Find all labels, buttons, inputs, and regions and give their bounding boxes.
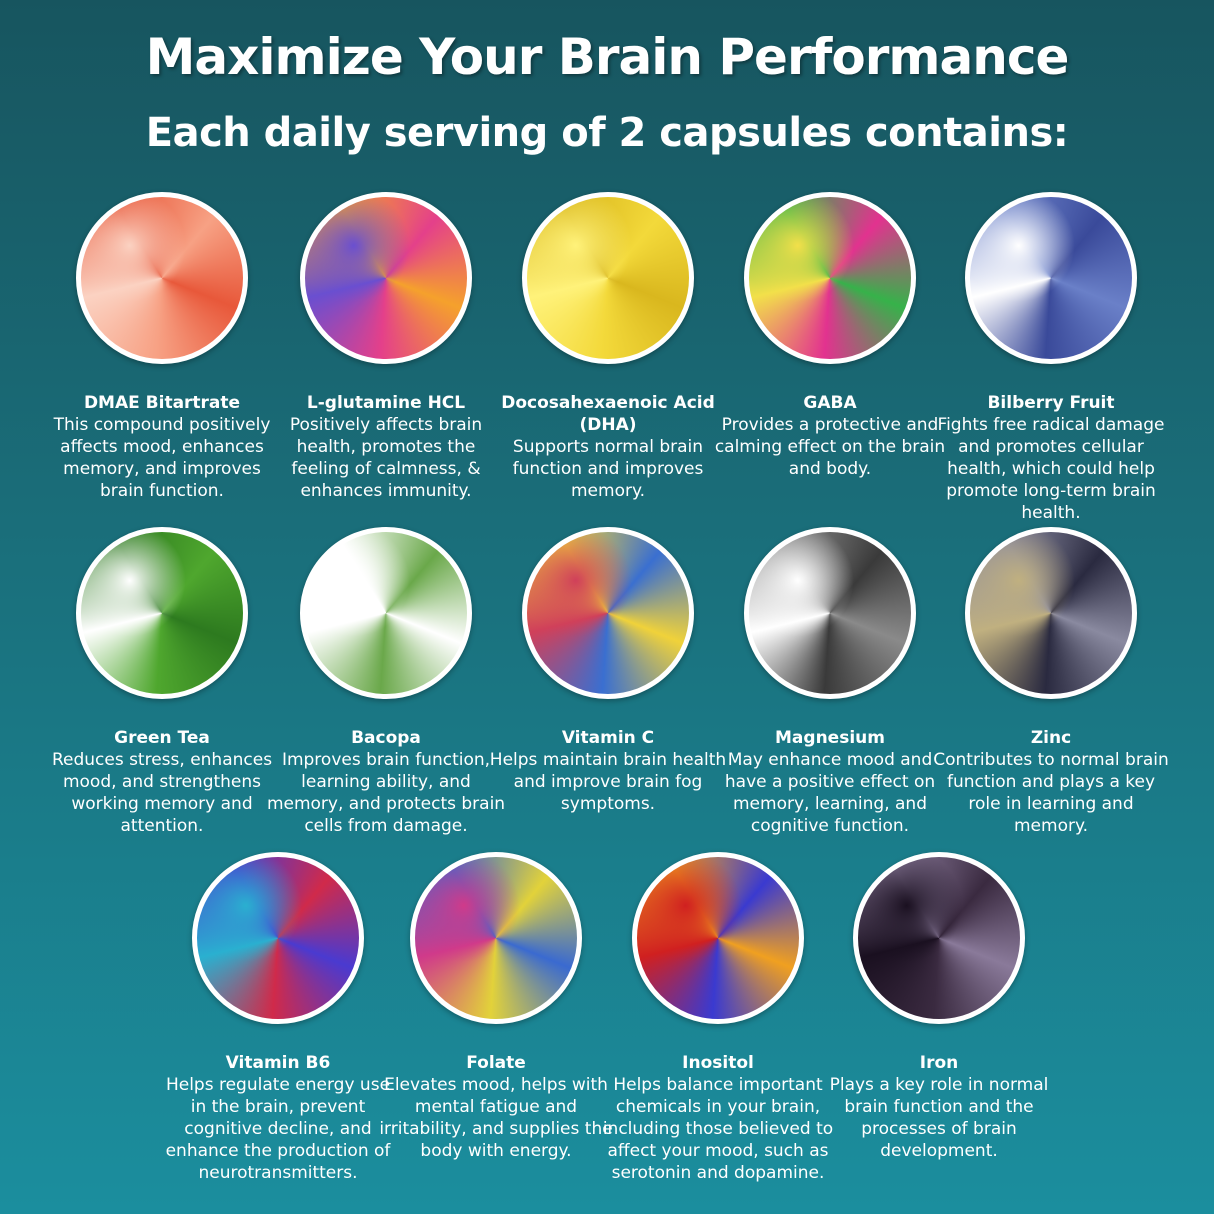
ingredient-card: Bacopa Improves brain function, learning… [266,527,506,837]
ingredient-card: Inositol Helps balance important chemica… [598,852,838,1184]
crystal-micrograph-b6-image [192,852,364,1024]
zinc-ore-image [965,527,1137,699]
ingredient-description: May enhance mood and have a positive eff… [724,750,936,836]
ingredient-description: Contributes to normal brain function and… [933,750,1169,836]
ingredient-name: Bacopa [351,728,421,748]
ingredient-description: Helps balance important chemicals in you… [602,1075,834,1183]
ingredient-description: Improves brain function, learning abilit… [266,750,506,836]
ingredient-description: Provides a protective and calming effect… [714,415,946,479]
ingredient-card: Bilberry Fruit Fights free radical damag… [931,192,1171,524]
blueberries-image [965,192,1137,364]
ingredient-name: Green Tea [114,728,210,748]
ingredient-name: Docosahexaenoic Acid (DHA) [501,393,715,435]
tea-leaves-image [76,527,248,699]
ingredient-card: Vitamin C Helps maintain brain health an… [488,527,728,815]
ingredient-card: Zinc Contributes to normal brain functio… [931,527,1171,837]
crystal-micrograph-inositol-image [632,852,804,1024]
ingredient-name: Vitamin B6 [225,1053,331,1073]
ingredient-name: Magnesium [775,728,885,748]
ingredient-card: Green Tea Reduces stress, enhances mood,… [42,527,282,837]
ingredient-name: Iron [919,1053,959,1073]
ingredient-description: Fights free radical damage and promotes … [937,415,1165,523]
ingredient-name: Vitamin C [561,728,655,748]
ingredient-name: DMAE Bitartrate [83,393,241,413]
crystal-micrograph-green-image [744,192,916,364]
iron-texture-image [853,852,1025,1024]
ingredient-card: Docosahexaenoic Acid (DHA) Supports norm… [488,192,728,502]
crystal-micrograph-pink-image [300,192,472,364]
magnesium-rock-image [744,527,916,699]
ingredient-description: Helps maintain brain health and improve … [489,750,727,814]
ingredient-name: L-glutamine HCL [306,393,466,413]
ingredient-card: L-glutamine HCL Positively affects brain… [266,192,506,502]
ingredient-description: Reduces stress, enhances mood, and stren… [51,750,273,836]
salmon-image [76,192,248,364]
ingredient-card: GABA Provides a protective and calming e… [710,192,950,480]
ingredient-card: Magnesium May enhance mood and have a po… [710,527,950,837]
ingredient-description: Helps regulate energy use in the brain, … [165,1075,391,1183]
ingredient-description: Positively affects brain health, promote… [289,415,483,501]
ingredient-name: GABA [803,393,857,413]
ingredient-card: Vitamin B6 Helps regulate energy use in … [158,852,398,1184]
ingredient-name: Zinc [1030,728,1072,748]
crystal-micrograph-folate-image [410,852,582,1024]
bacopa-plant-image [300,527,472,699]
ingredient-description: This compound positively affects mood, e… [53,415,271,501]
ingredient-card: Folate Elevates mood, helps with mental … [376,852,616,1162]
crystal-micrograph-rainbow-image [522,527,694,699]
ingredient-description: Supports normal brain function and impro… [512,437,704,501]
ingredient-name: Folate [466,1053,526,1073]
ingredient-card: DMAE Bitartrate This compound positively… [42,192,282,502]
page-subtitle: Each daily serving of 2 capsules contain… [145,110,1069,156]
ingredient-description: Elevates mood, helps with mental fatigue… [379,1075,613,1161]
ingredient-name: Inositol [682,1053,754,1073]
oil-droplets-image [522,192,694,364]
ingredient-card: Iron Plays a key role in normal brain fu… [819,852,1059,1162]
ingredient-name: Bilberry Fruit [987,393,1115,413]
ingredient-description: Plays a key role in normal brain functio… [829,1075,1049,1161]
page-title: Maximize Your Brain Performance [145,28,1070,86]
